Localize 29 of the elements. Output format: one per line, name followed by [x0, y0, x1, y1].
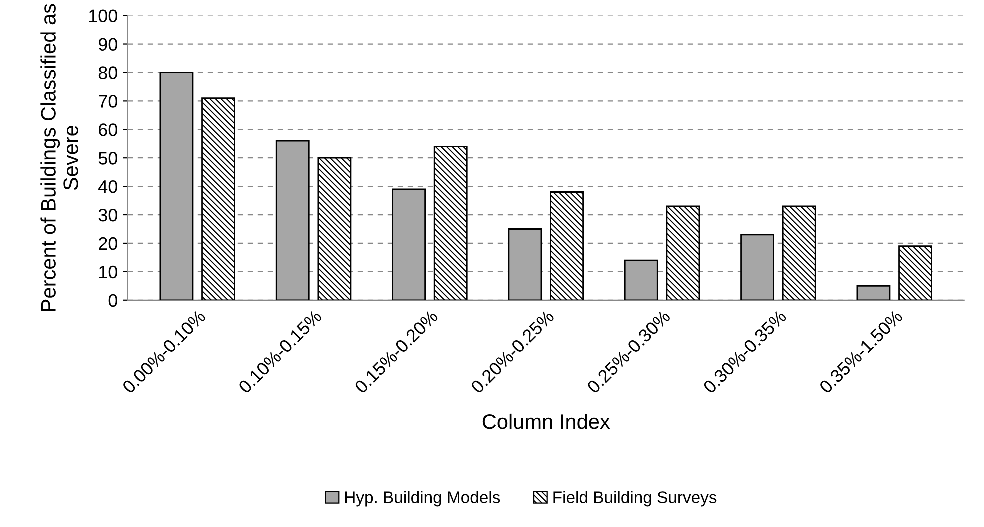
bar: [276, 140, 310, 300]
bar: [392, 188, 426, 300]
y-tick-label: 70: [99, 95, 118, 108]
y-tick-label: 100: [89, 10, 118, 23]
y-tick-label: 90: [98, 38, 118, 51]
bar: [666, 206, 700, 300]
legend-label: Hyp. Building Models: [346, 491, 500, 507]
bar: [508, 228, 542, 300]
x-axis-title: Column Index: [482, 414, 610, 430]
bar: [434, 146, 468, 300]
bar: [782, 206, 816, 300]
bar: [898, 246, 932, 300]
y-tick-label: 30: [98, 208, 118, 222]
bar: [160, 72, 194, 300]
bar: [856, 285, 891, 300]
y-tick-label: 40: [98, 180, 118, 194]
y-tick-label: 60: [99, 124, 118, 136]
y-tick-label: 50: [98, 152, 118, 165]
y-tick-label: 80: [98, 66, 118, 80]
bar: [318, 157, 352, 300]
y-tick-label: 10: [99, 266, 118, 279]
bar: [202, 98, 236, 300]
y-tick-label: 20: [99, 237, 118, 250]
bar: [624, 260, 658, 300]
legend-label: Field Building Surveys: [554, 491, 717, 507]
bar: [550, 192, 584, 300]
y-axis-title: Percent of Buildings Classified as Severe: [40, 4, 78, 311]
bar: [740, 234, 774, 300]
y-tick-label: 0: [108, 294, 118, 308]
